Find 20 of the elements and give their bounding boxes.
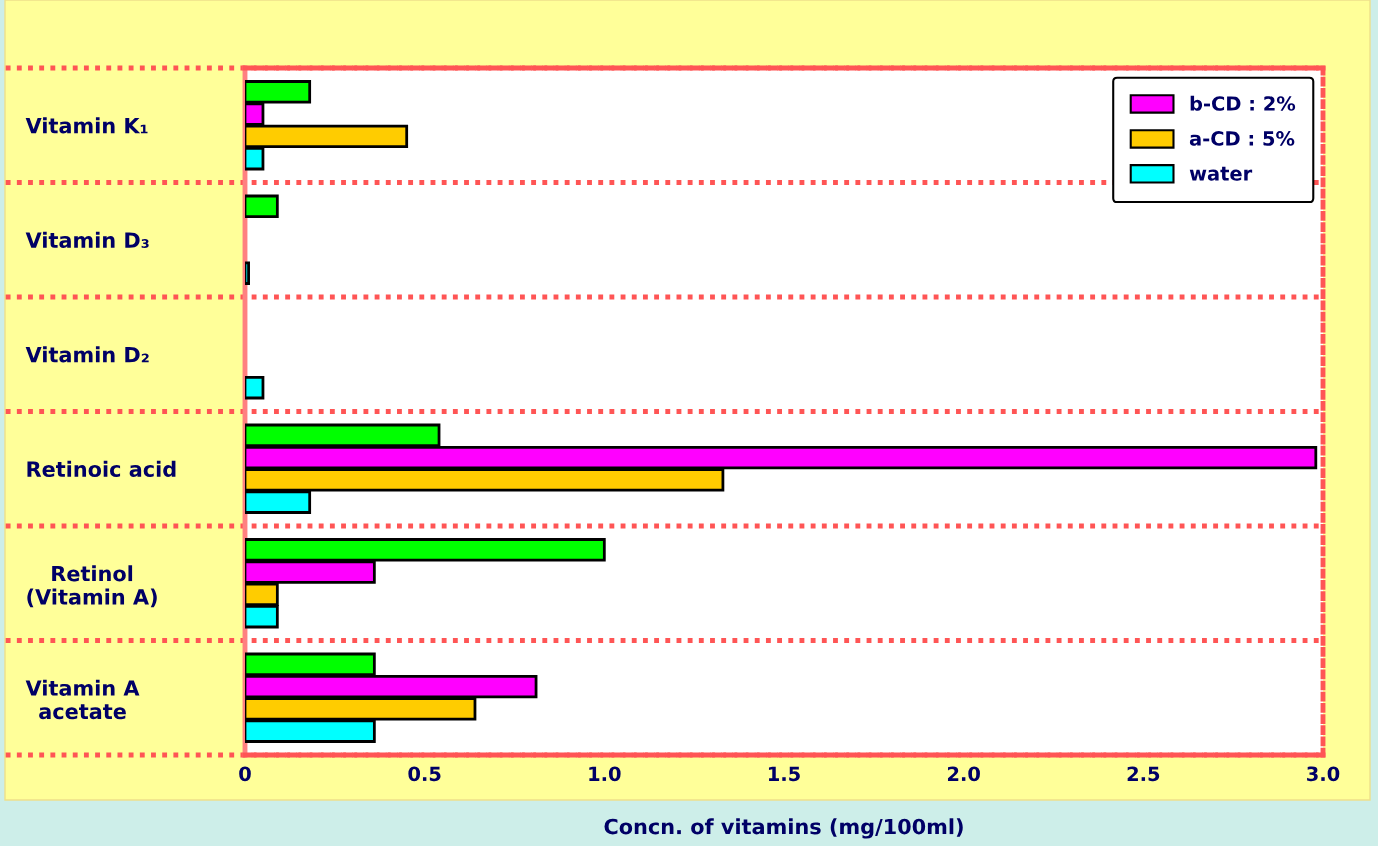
y-tick-label: Vitamin D₂ [25, 346, 149, 363]
legend-label: a-CD : 5% [1189, 131, 1295, 146]
legend-label: water [1189, 166, 1253, 181]
bar [245, 261, 250, 285]
y-tick-label: Retinoic acid [27, 460, 176, 477]
x-tick-label: 1.5 [768, 766, 800, 782]
bar [245, 194, 279, 218]
y-tick-label: Vitamin K₁ [25, 117, 148, 134]
y-tick-label: Vitamin A acetate [25, 679, 140, 720]
y-tick-label: Vitamin D₃ [25, 231, 149, 248]
bar [245, 376, 265, 400]
x-axis-title: Concn. of vitamins (mg/100ml) [604, 818, 963, 839]
x-tick-label: 0 [239, 766, 251, 782]
x-tick-label: 1.0 [589, 766, 621, 782]
x-tick-label: 2.5 [1127, 766, 1160, 782]
x-tick-label: 3.0 [1307, 766, 1340, 782]
x-tick-label: 2.0 [947, 766, 980, 782]
x-tick-label: 0.5 [408, 766, 441, 782]
y-tick-label: Retinol (Vitamin A) [27, 565, 157, 608]
legend-label: b-CD : 2% [1190, 95, 1296, 111]
